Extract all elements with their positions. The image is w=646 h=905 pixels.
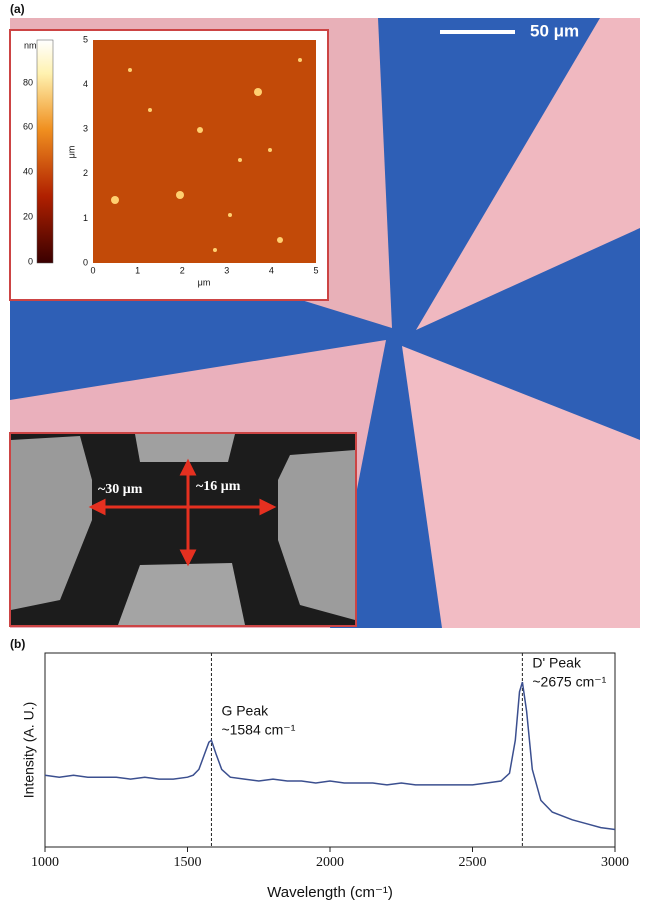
afm-y-label: μm [66,146,76,159]
x-tick-label: 1500 [174,855,202,870]
afm-y-tick: 5 [83,34,88,44]
width-label: ~30 μm [98,482,143,497]
annotation: G Peak [221,703,269,719]
annotation: ~1584 cm⁻¹ [221,722,295,738]
afm-y-tick: 2 [83,168,88,178]
plot-frame [45,653,615,847]
afm-x-tick: 2 [180,265,185,275]
colorbar-tick: 20 [23,211,33,221]
y-axis-label: Intensity (A. U.) [21,702,37,798]
x-tick-label: 2500 [459,855,487,870]
afm-image [93,40,316,263]
colorbar-tick: 0 [28,256,33,266]
height-label: ~16 μm [196,479,241,494]
afm-y-tick: 3 [83,124,88,134]
afm-x-tick: 5 [313,265,318,275]
panel-label: (a) [10,2,25,16]
colorbar-unit: nm [24,40,37,50]
spectrum-line [45,682,615,829]
afm-x-tick: 1 [135,265,140,275]
afm-x-tick: 0 [90,265,95,275]
afm-x-tick: 4 [269,265,274,275]
afm-x-tick: 3 [224,265,229,275]
colorbar-tick: 80 [23,77,33,87]
panel-label: (b) [10,637,25,651]
page: 50 μm (a) nm 80 60 40 20 0 μm μm ~16 μm … [0,0,646,905]
afm-y-tick: 0 [83,257,88,267]
figure: 50 μm (a) nm 80 60 40 20 0 μm μm ~16 μm … [0,0,646,905]
afm-x-label: μm [198,277,211,287]
afm-y-tick: 1 [83,213,88,223]
afm-y-tick: 4 [83,79,88,89]
colorbar [37,40,53,263]
sem-electrode [135,434,235,462]
scale-bar-label: 50 μm [530,21,579,40]
x-tick-label: 1000 [31,855,59,870]
x-tick-label: 2000 [316,855,344,870]
x-axis-label: Wavelength (cm⁻¹) [267,884,393,901]
annotation: ~2675 cm⁻¹ [532,674,606,690]
colorbar-tick: 60 [23,121,33,131]
annotation: D' Peak [532,655,582,671]
x-tick-label: 3000 [601,855,629,870]
colorbar-tick: 40 [23,166,33,176]
